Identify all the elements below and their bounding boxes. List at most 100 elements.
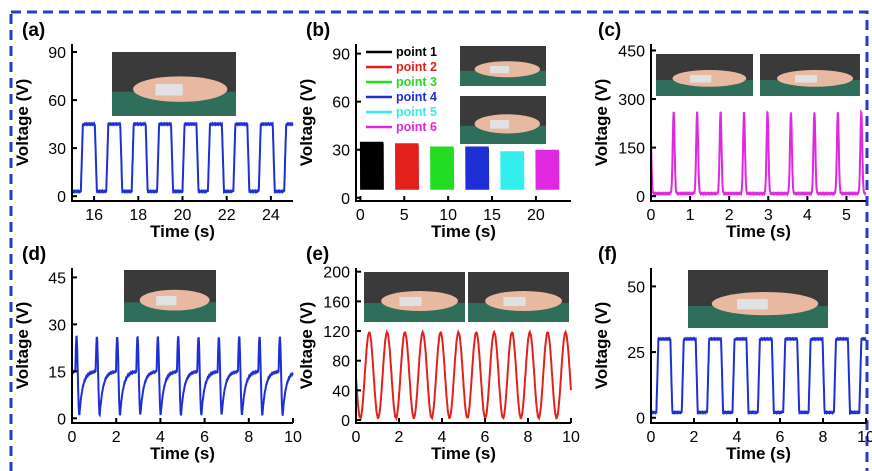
x-tick-label: 6 — [776, 429, 785, 446]
x-tick-label: 0 — [356, 207, 365, 224]
y-tick-label: 25 — [627, 345, 645, 362]
y-axis-label: Voltage (V) — [13, 79, 32, 167]
chart-panel-4: (d) 0 15 30 45 0 2 4 6 8 10 Time (s) Voltage (V) — [13, 244, 302, 463]
x-tick-label: 2 — [690, 429, 699, 446]
x-tick-label: 0 — [352, 429, 361, 446]
device-patch — [689, 75, 712, 83]
x-tick-label: 10 — [284, 429, 302, 446]
y-tick-label: 40 — [332, 383, 350, 400]
x-tick-label: 5 — [842, 207, 851, 224]
x-axis-label: Time (s) — [431, 444, 496, 463]
y-tick-label: 200 — [323, 265, 350, 282]
panel-label: (a) — [22, 20, 45, 41]
device-patch — [155, 84, 183, 96]
arm-photo — [124, 270, 216, 322]
x-tick-label: 2 — [395, 429, 404, 446]
finger-touch-photos-2 — [460, 96, 546, 144]
y-tick-label: 15 — [48, 364, 66, 381]
x-tick-label: 22 — [218, 207, 236, 224]
series-line-1 — [650, 336, 867, 416]
series-line-1 — [71, 121, 294, 195]
y-tick-label: 0 — [341, 413, 350, 430]
y-tick-label: 0 — [636, 189, 645, 206]
device-patch — [399, 297, 422, 306]
axes — [71, 44, 293, 202]
y-axis-label: Voltage (V) — [13, 302, 32, 390]
x-tick-label: 5 — [400, 207, 409, 224]
wrist-photos-2 — [760, 54, 860, 96]
x-axis-label: Time (s) — [726, 222, 791, 241]
chart-panel-6: (f) 0 25 50 0 2 4 6 8 10 Time (s) Voltage (V) — [592, 244, 872, 463]
x-tick-label: 15 — [483, 207, 501, 224]
finger-touch-photos-1 — [460, 46, 546, 86]
device-patch — [503, 297, 526, 306]
chart-panel-2: (b) 0 30 60 90 0 5 10 15 20 Time (s) Voltage (V) poi… — [297, 20, 571, 241]
device-patch — [737, 299, 768, 310]
legend-entry: point 6 — [396, 120, 437, 134]
x-tick-label: 20 — [174, 207, 192, 224]
device-patch — [156, 296, 177, 306]
y-axis-label: Voltage (V) — [592, 302, 611, 390]
x-tick-label: 0 — [647, 429, 656, 446]
wrist-photos-1 — [656, 54, 753, 96]
x-tick-label: 8 — [524, 429, 533, 446]
y-tick-label: 80 — [332, 354, 350, 371]
x-tick-label: 4 — [438, 429, 447, 446]
x-tick-label: 10 — [562, 429, 580, 446]
series-line-1 — [650, 109, 867, 197]
dashed-border — [9, 10, 869, 471]
panel-label: (f) — [598, 244, 617, 265]
x-tick-label: 10 — [439, 207, 457, 224]
x-tick-label: 6 — [200, 429, 209, 446]
legend-entry: point 5 — [396, 105, 437, 119]
chart-panel-5: (e) 0 40 80 120 160 200 0 2 4 6 8 10 Time (s) Voltage … — [297, 244, 580, 463]
panel-label: (d) — [22, 244, 46, 265]
x-tick-label: 0 — [68, 429, 77, 446]
hand-photo — [112, 52, 236, 116]
series-line-point-2 — [395, 143, 419, 190]
device-patch — [490, 66, 510, 74]
x-tick-label: 8 — [819, 429, 828, 446]
panel-label: (e) — [306, 244, 329, 265]
x-tick-label: 18 — [129, 207, 147, 224]
device-patch — [795, 75, 817, 83]
legend-entry: point 3 — [396, 75, 437, 89]
panel-label: (c) — [598, 20, 621, 41]
legend-entry: point 2 — [396, 60, 437, 74]
chart-panel-3: (c) 0 150 300 450 0 1 2 3 4 5 Time (s) Voltage (V) — [592, 20, 867, 241]
y-tick-label: 0 — [57, 189, 66, 206]
y-tick-label: 90 — [332, 47, 350, 64]
x-tick-label: 8 — [244, 429, 253, 446]
x-tick-label: 4 — [803, 207, 812, 224]
x-tick-label: 4 — [156, 429, 165, 446]
y-tick-label: 30 — [48, 141, 66, 158]
y-tick-label: 120 — [323, 324, 350, 341]
bending-photos-2 — [468, 272, 569, 322]
y-tick-label: 0 — [636, 411, 645, 428]
x-axis-label: Time (s) — [431, 222, 496, 241]
y-tick-label: 450 — [618, 43, 645, 60]
y-axis-label: Voltage (V) — [297, 302, 316, 390]
y-tick-label: 160 — [323, 294, 350, 311]
y-tick-label: 30 — [332, 143, 350, 160]
axes — [355, 44, 571, 202]
series-line-point-1 — [359, 141, 384, 190]
x-tick-label: 16 — [85, 207, 103, 224]
y-tick-label: 90 — [48, 45, 66, 62]
legend-entry: point 4 — [396, 90, 437, 104]
x-tick-label: 3 — [764, 207, 773, 224]
y-axis-label: Voltage (V) — [592, 79, 611, 167]
panel-label: (b) — [306, 20, 330, 41]
y-tick-label: 150 — [618, 141, 645, 158]
legend-entry: point 1 — [396, 45, 437, 59]
series-line-point-3 — [430, 146, 455, 190]
x-tick-label: 0 — [647, 207, 656, 224]
x-tick-label: 6 — [481, 429, 490, 446]
chart-panel-1: (a) 0 30 60 90 16 18 20 22 24 Time (s) Voltage (V) — [13, 20, 294, 241]
y-axis-label: Voltage (V) — [297, 79, 316, 167]
x-tick-label: 20 — [527, 207, 545, 224]
y-tick-label: 30 — [48, 317, 66, 334]
series-line-1 — [71, 335, 294, 418]
series-line-point-6 — [535, 149, 560, 190]
bending-photos-1 — [364, 272, 465, 322]
